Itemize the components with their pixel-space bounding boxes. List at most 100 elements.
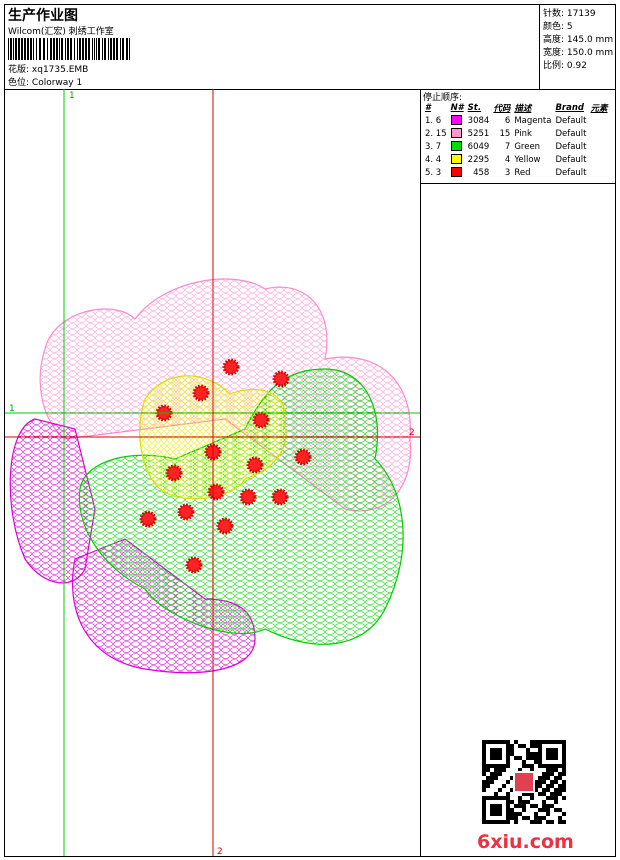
red-dots	[139, 358, 312, 574]
qr-cell	[562, 784, 566, 788]
qr-cell	[562, 772, 566, 776]
qr-cell	[490, 752, 494, 756]
column-header: Brand	[555, 102, 584, 113]
qr-cell	[522, 792, 526, 796]
qr-cell	[546, 808, 550, 812]
qr-cell	[502, 764, 506, 768]
brand: Default	[555, 167, 587, 178]
stitches: 3084	[467, 115, 490, 126]
swatch-cell	[449, 140, 466, 153]
stat-row: 比例: 0.92	[543, 58, 587, 71]
qr-cell	[538, 764, 542, 768]
qr-cell	[534, 816, 538, 820]
bar	[98, 38, 100, 60]
qr-cell	[506, 800, 510, 804]
qr-cell	[558, 788, 562, 792]
qr-cell	[558, 764, 562, 768]
qr-cell	[558, 784, 562, 788]
qr-cell	[534, 744, 538, 748]
bar	[15, 38, 17, 60]
qr-cell	[506, 816, 510, 820]
qr-cell	[498, 764, 502, 768]
stat-value: 5	[566, 22, 573, 32]
qr-cell	[522, 764, 526, 768]
qr-cell	[530, 804, 534, 808]
qr-cell	[506, 752, 510, 756]
qr-cell	[498, 748, 502, 752]
qr-cell	[510, 748, 514, 752]
qr-cell	[530, 768, 534, 772]
qr-cell	[506, 804, 510, 808]
swatch-cell	[449, 166, 466, 179]
qr-cell	[534, 756, 538, 760]
crosshairs	[5, 89, 420, 856]
qr-cell	[554, 740, 558, 744]
qr-cell	[550, 752, 554, 756]
qr-cell	[514, 804, 518, 808]
code: 6	[504, 115, 511, 126]
qr-cell	[554, 808, 558, 812]
qr-cell	[554, 796, 558, 800]
qr-cell	[538, 760, 542, 764]
column-header: 代码	[493, 103, 511, 114]
column-header: N#	[450, 102, 464, 113]
qr-cell	[494, 804, 498, 808]
qr-cell	[498, 812, 502, 816]
column-header: 元素	[590, 103, 608, 114]
qr-cell	[562, 812, 566, 816]
qr-cell	[534, 760, 538, 764]
qr-cell	[506, 744, 510, 748]
qr-cell	[482, 768, 486, 772]
qr-cell	[546, 748, 550, 752]
qr-cell	[510, 800, 514, 804]
qr-cell	[534, 752, 538, 756]
qr-cell	[542, 788, 546, 792]
brand: Default	[555, 128, 587, 139]
red-dot	[252, 411, 270, 429]
qr-cell	[538, 808, 542, 812]
qr-cell	[502, 768, 506, 772]
bar	[59, 38, 60, 60]
qr-cell	[490, 756, 494, 760]
qr-cell	[482, 812, 486, 816]
qr-cell	[542, 780, 546, 784]
qr-cell	[542, 740, 546, 744]
qr-cell	[486, 740, 490, 744]
stat-value: 150.0 mm	[566, 48, 614, 58]
qr-cell	[482, 788, 486, 792]
qr-cell	[542, 800, 546, 804]
qr-cell	[486, 820, 490, 824]
qr-cell	[546, 764, 550, 768]
worksheet: 生产作业图 Wilcom(汇宏) 刺绣工作室 花版: xq1735.EMB 色位…	[4, 4, 616, 857]
qr-cell	[562, 760, 566, 764]
qr-cell	[494, 756, 498, 760]
sequence-table: # N# St. 代码 描述 Brand 元素 1. 6 3084 6 Magenta Default…	[423, 101, 610, 179]
qr-cell	[558, 776, 562, 780]
qr-cell	[510, 816, 514, 820]
qr-cell	[506, 812, 510, 816]
qr-cell	[550, 780, 554, 784]
qr-cell	[538, 820, 542, 824]
qr-cell	[542, 772, 546, 776]
qr-cell	[482, 748, 486, 752]
qr-cell	[526, 764, 530, 768]
qr-cell	[558, 772, 562, 776]
qr-cell	[518, 800, 522, 804]
bar	[126, 38, 128, 60]
qr-cell	[482, 800, 486, 804]
qr-cell	[518, 804, 522, 808]
axis-label: 2	[409, 428, 415, 438]
bar	[8, 38, 9, 60]
bar	[65, 38, 66, 60]
qr-cell	[526, 756, 530, 760]
qr-cell	[542, 776, 546, 780]
qr-cell	[538, 816, 542, 820]
bar	[77, 38, 78, 60]
bar	[74, 38, 75, 60]
red-dot	[207, 483, 225, 501]
qr-cell	[506, 756, 510, 760]
qr-cell	[562, 780, 566, 784]
bar	[120, 38, 121, 60]
qr-cell	[494, 748, 498, 752]
qr-cell	[490, 780, 494, 784]
